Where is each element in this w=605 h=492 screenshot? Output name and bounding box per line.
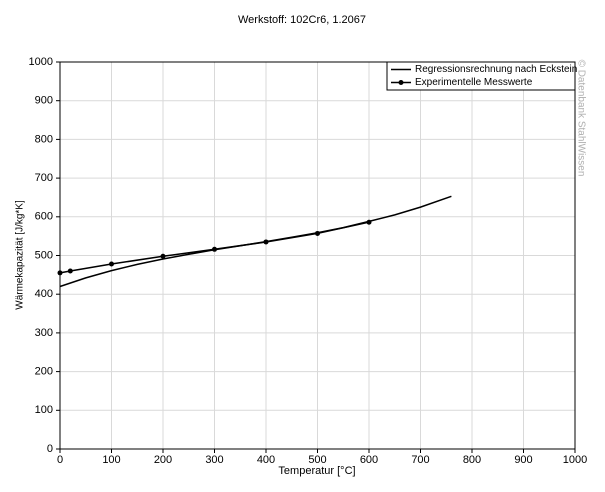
x-tick-label: 0 [57,454,63,466]
data-point [315,230,320,236]
y-tick-label: 1000 [29,56,53,68]
y-tick-label: 100 [35,404,53,416]
y-tick-label: 700 [35,172,53,184]
data-point [57,270,63,276]
legend-marker [398,80,404,85]
data-point [67,268,73,274]
data-point [109,261,114,267]
y-tick-label: 600 [35,211,53,223]
legend-label: Regressionsrechnung nach Eckstein [415,64,577,75]
y-axis-label: Wärmekapazität [J/kg*K] [15,200,26,310]
x-tick-label: 800 [463,454,481,466]
plot-frame [59,61,576,450]
x-tick-label: 400 [257,454,275,466]
data-point [212,246,217,252]
x-axis-label: Temperatur [°C] [278,465,355,477]
y-tick-label: 800 [35,133,53,145]
chart-title: Werkstoff: 102Cr6, 1.2067 [238,14,366,26]
y-tick-label: 400 [35,288,53,300]
x-tick-label: 500 [308,454,326,466]
y-tick-label: 300 [35,327,53,339]
series-line [59,195,452,288]
watermark: © Datenbank StahlWissen [575,60,586,177]
x-tick-label: 900 [514,454,532,466]
x-tick-label: 700 [411,454,429,466]
series-line [59,221,370,274]
x-tick-label: 300 [205,454,223,466]
y-tick-label: 200 [35,366,53,378]
legend-box [386,61,576,91]
data-point [263,239,269,245]
y-tick-label: 500 [35,249,53,261]
x-tick-label: 1000 [563,454,587,466]
data-point [160,253,166,259]
x-tick-label: 200 [154,454,172,466]
y-tick-label: 900 [35,95,53,107]
y-tick-label: 0 [47,443,53,455]
x-tick-label: 600 [360,454,378,466]
data-point [366,219,372,225]
legend-label: Experimentelle Messwerte [415,77,533,88]
x-tick-label: 100 [102,454,120,466]
